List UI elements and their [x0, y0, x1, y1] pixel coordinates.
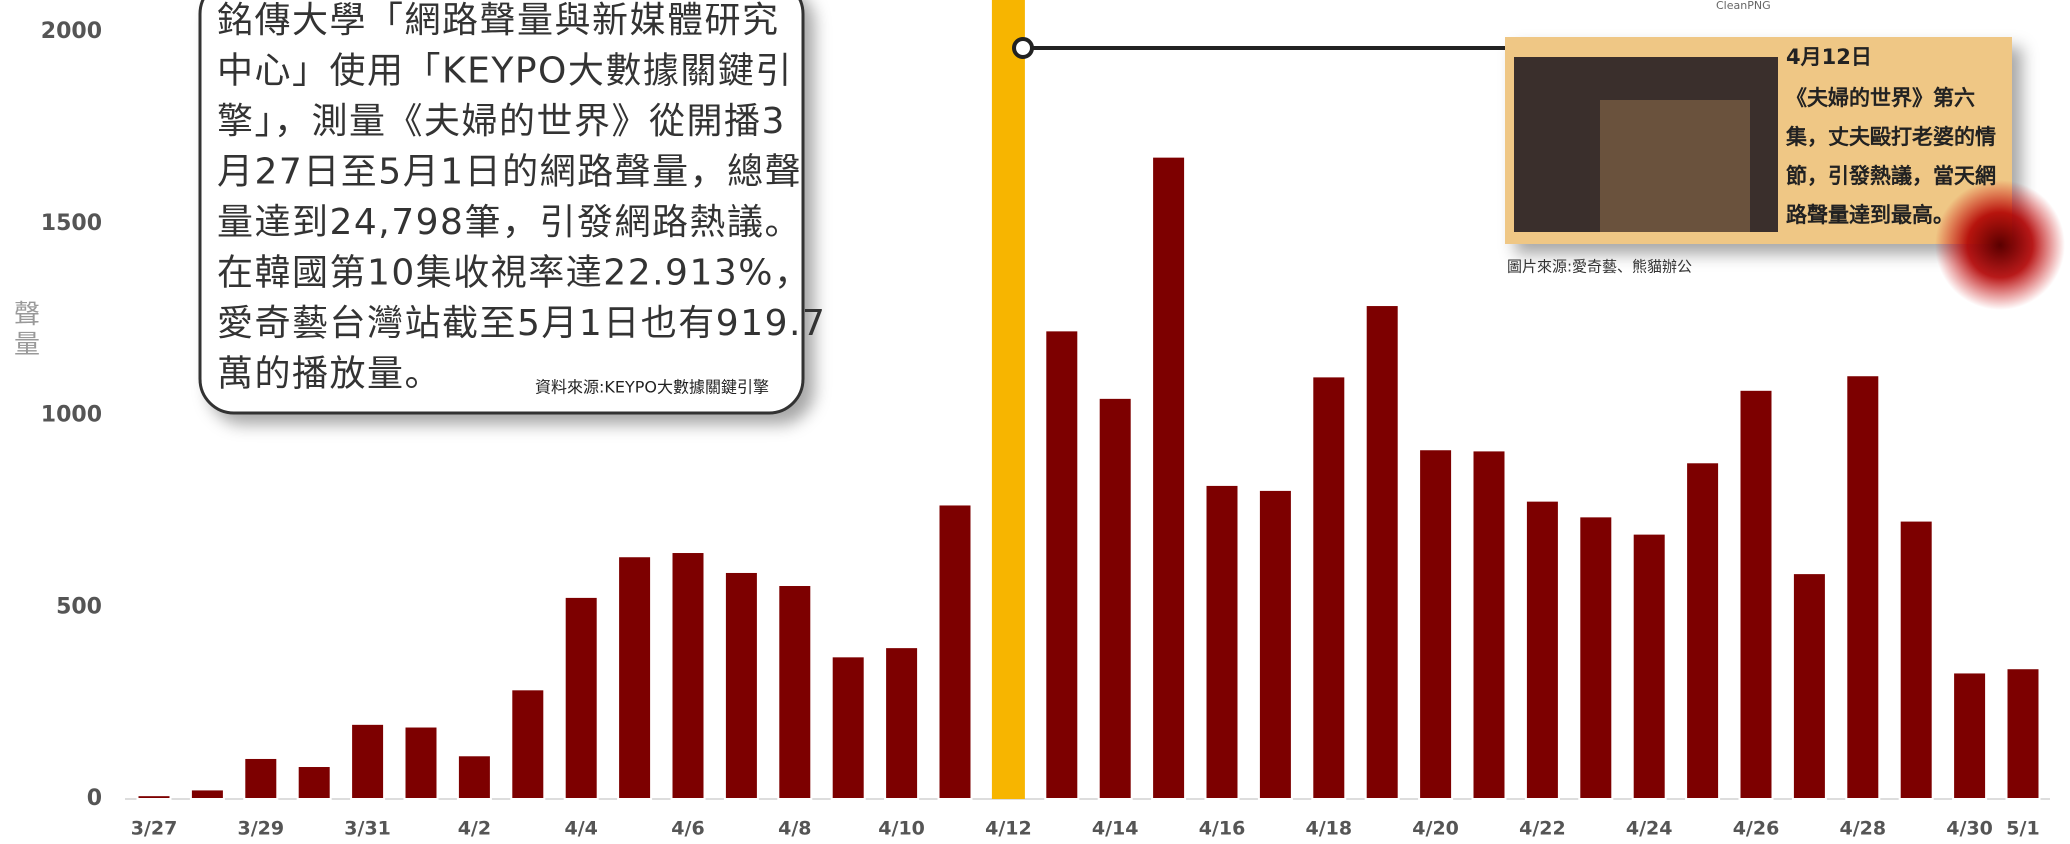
- bar: [136, 794, 172, 800]
- info-line: 萬的播放量。: [217, 354, 442, 395]
- connector-dot: [1012, 37, 1034, 59]
- bar: [563, 595, 599, 801]
- bar: [1952, 671, 1988, 801]
- x-tick-label: 4/2: [458, 818, 491, 840]
- bar: [189, 788, 225, 800]
- highlight-bar: [991, 0, 1025, 799]
- bar: [403, 725, 439, 800]
- x-tick-label: 4/14: [1092, 818, 1139, 840]
- callout-line: 節，引發熱議，當天網: [1786, 164, 1996, 188]
- bar: [1738, 388, 1774, 800]
- x-tick-label: 4/20: [1412, 818, 1459, 840]
- x-tick-label: 4/26: [1733, 818, 1780, 840]
- x-tick-label: 4/18: [1305, 818, 1352, 840]
- photo-credit: 圖片來源:愛奇藝、熊貓辦公: [1507, 258, 1692, 276]
- bar: [1631, 532, 1667, 800]
- x-tick-label: 4/24: [1626, 818, 1673, 840]
- bar: [2005, 667, 2041, 800]
- callout-line: 《夫婦的世界》第六: [1786, 86, 1975, 110]
- bar: [1471, 449, 1507, 800]
- y-axis-label: 聲量: [10, 300, 40, 360]
- photo-figure: [1600, 100, 1750, 232]
- x-tick-label: 4/4: [565, 818, 598, 840]
- bar: [777, 584, 813, 801]
- bar: [296, 765, 332, 800]
- info-line: 中心」使用「KEYPO大數據關鍵引: [217, 51, 793, 92]
- bar: [1791, 572, 1827, 801]
- bar: [884, 646, 920, 800]
- info-box: [198, 0, 805, 415]
- bar: [1257, 488, 1293, 800]
- bar: [243, 756, 279, 801]
- x-tick-label: 5/1: [2006, 818, 2039, 840]
- bar: [1097, 396, 1133, 800]
- bar: [937, 503, 973, 800]
- plot-area: 0 500 1000 1500 2000 3/27 3/29 3/31 4/2 4/4 4/6 4/8…: [41, 0, 2050, 840]
- bar: [350, 722, 386, 800]
- info-line: 銘傳大學「網路聲量與新媒體研究: [217, 0, 780, 41]
- bar: [723, 570, 759, 801]
- info-line: 量達到24,798筆，引發網路熱議。: [217, 202, 802, 243]
- bar: [510, 688, 546, 800]
- bar: [1044, 329, 1080, 800]
- y-tick-label: 1500: [41, 211, 102, 236]
- x-tick-label: 4/28: [1839, 818, 1886, 840]
- bar: [1418, 448, 1454, 800]
- x-tick-label: 3/31: [344, 818, 391, 840]
- x-tick-label: 4/6: [671, 818, 704, 840]
- callout-date: 4月12日: [1786, 45, 1872, 69]
- info-line: 在韓國第10集收視率達22.913%，: [217, 253, 811, 294]
- x-tick-label: 4/12: [985, 818, 1032, 840]
- y-tick-label: 0: [87, 786, 102, 811]
- watermark: CleanPNG: [1716, 0, 1771, 12]
- y-tick-label: 2000: [41, 19, 102, 44]
- bar: [1151, 155, 1187, 800]
- x-tick-label: 4/22: [1519, 818, 1566, 840]
- x-tick-label: 4/16: [1199, 818, 1246, 840]
- y-tick-label: 500: [56, 594, 102, 619]
- bar: [1311, 375, 1347, 800]
- bar: [1845, 374, 1881, 800]
- x-tick-label: 3/27: [131, 818, 178, 840]
- info-line: 月27日至5月1日的網路聲量，總聲: [217, 152, 802, 193]
- x-tick-label: 3/29: [237, 818, 284, 840]
- y-tick-label: 1000: [41, 403, 102, 428]
- x-tick-label: 4/8: [778, 818, 811, 840]
- blood-splatter: [1935, 180, 2065, 310]
- x-tick-label: 4/30: [1946, 818, 1993, 840]
- bar: [1898, 519, 1934, 800]
- callout-line: 集，丈夫毆打老婆的情: [1785, 125, 1996, 149]
- bar: [456, 754, 492, 801]
- bar: [1578, 515, 1614, 800]
- source: 資料來源:KEYPO大數據關鍵引擎: [535, 378, 769, 397]
- info-line: 愛奇藝台灣站截至5月1日也有919.7: [217, 303, 826, 344]
- bar: [830, 655, 866, 801]
- x-tick-label: 4/10: [878, 818, 925, 840]
- bar: [1204, 483, 1240, 800]
- callout-line: 路聲量達到最高。: [1786, 203, 1954, 227]
- bar: [1524, 499, 1560, 800]
- info-text: 銘傳大學「網路聲量與新媒體研究中心」使用「KEYPO大數據關鍵引擎」，測量《夫婦…: [217, 0, 826, 395]
- bar: [1685, 461, 1721, 800]
- info-line: 擎」，測量《夫婦的世界》從開播3: [217, 101, 786, 142]
- bar: [670, 551, 706, 800]
- bar: [617, 555, 653, 800]
- bar: [1364, 304, 1400, 800]
